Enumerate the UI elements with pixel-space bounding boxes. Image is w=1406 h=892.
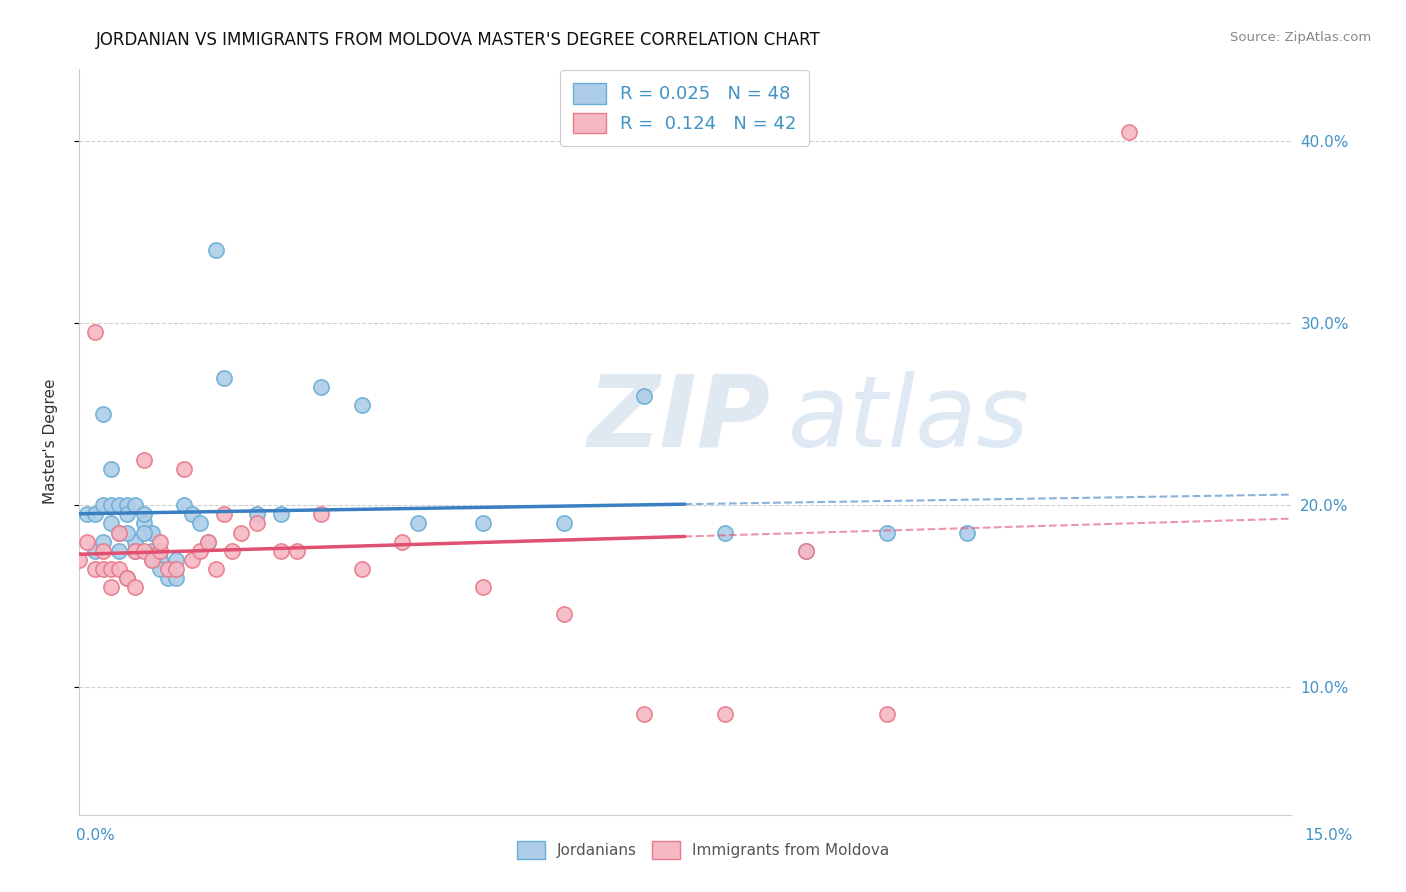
Point — [149, 543, 172, 558]
Point — [108, 543, 131, 558]
Point — [311, 380, 333, 394]
Point — [714, 707, 737, 722]
Point — [141, 553, 163, 567]
Point — [311, 508, 333, 522]
Point — [132, 543, 155, 558]
Point — [794, 543, 817, 558]
Point — [165, 562, 187, 576]
Point — [350, 562, 373, 576]
Point — [214, 371, 236, 385]
Point — [876, 707, 898, 722]
Text: JORDANIAN VS IMMIGRANTS FROM MOLDOVA MASTER'S DEGREE CORRELATION CHART: JORDANIAN VS IMMIGRANTS FROM MOLDOVA MAS… — [96, 31, 820, 49]
Point — [553, 516, 575, 531]
Point — [149, 543, 172, 558]
Point — [132, 516, 155, 531]
Point — [197, 534, 219, 549]
Point — [108, 525, 131, 540]
Point — [76, 508, 98, 522]
Point — [91, 562, 114, 576]
Point — [124, 534, 146, 549]
Point — [471, 516, 494, 531]
Point — [794, 543, 817, 558]
Point — [246, 508, 269, 522]
Point — [156, 562, 179, 576]
Text: 0.0%: 0.0% — [76, 829, 115, 843]
Y-axis label: Master's Degree: Master's Degree — [44, 379, 58, 504]
Point — [100, 562, 122, 576]
Text: atlas: atlas — [787, 371, 1029, 467]
Point — [714, 525, 737, 540]
Legend: Jordanians, Immigrants from Moldova: Jordanians, Immigrants from Moldova — [508, 832, 898, 868]
Point — [173, 462, 195, 476]
Point — [173, 498, 195, 512]
Point — [205, 562, 228, 576]
Point — [141, 543, 163, 558]
Point — [285, 543, 308, 558]
Point — [141, 525, 163, 540]
Point — [205, 244, 228, 258]
Point — [149, 562, 172, 576]
Point — [108, 562, 131, 576]
Point — [188, 516, 211, 531]
Point — [108, 525, 131, 540]
Point — [165, 571, 187, 585]
Point — [221, 543, 243, 558]
Point — [156, 571, 179, 585]
Point — [84, 543, 107, 558]
Point — [956, 525, 979, 540]
Point — [117, 571, 139, 585]
Point — [471, 580, 494, 594]
Point — [633, 707, 655, 722]
Point — [117, 571, 139, 585]
Point — [100, 498, 122, 512]
Point — [270, 508, 292, 522]
Text: ZIP: ZIP — [588, 371, 770, 467]
Point — [91, 543, 114, 558]
Point — [117, 498, 139, 512]
Point — [181, 553, 204, 567]
Text: 15.0%: 15.0% — [1305, 829, 1353, 843]
Point — [91, 534, 114, 549]
Point — [633, 389, 655, 403]
Point — [1118, 125, 1140, 139]
Point — [132, 508, 155, 522]
Text: Source: ZipAtlas.com: Source: ZipAtlas.com — [1230, 31, 1371, 45]
Point — [149, 553, 172, 567]
Point — [76, 534, 98, 549]
Point — [246, 516, 269, 531]
Point — [132, 525, 155, 540]
Point — [117, 508, 139, 522]
Legend: R = 0.025   N = 48, R =  0.124   N = 42: R = 0.025 N = 48, R = 0.124 N = 42 — [561, 70, 808, 146]
Point — [100, 462, 122, 476]
Point — [149, 534, 172, 549]
Point — [350, 398, 373, 412]
Point — [67, 553, 90, 567]
Point — [124, 580, 146, 594]
Point — [117, 525, 139, 540]
Point — [197, 534, 219, 549]
Point — [84, 508, 107, 522]
Point — [165, 553, 187, 567]
Point — [229, 525, 252, 540]
Point — [406, 516, 429, 531]
Point — [124, 543, 146, 558]
Point — [181, 508, 204, 522]
Point — [214, 508, 236, 522]
Point — [132, 452, 155, 467]
Point — [124, 543, 146, 558]
Point — [391, 534, 413, 549]
Point — [553, 607, 575, 622]
Point — [100, 516, 122, 531]
Point — [91, 498, 114, 512]
Point — [124, 498, 146, 512]
Point — [141, 553, 163, 567]
Point — [91, 407, 114, 421]
Point — [108, 498, 131, 512]
Point — [188, 543, 211, 558]
Point — [84, 326, 107, 340]
Point — [100, 580, 122, 594]
Point — [84, 562, 107, 576]
Point — [876, 525, 898, 540]
Point — [270, 543, 292, 558]
